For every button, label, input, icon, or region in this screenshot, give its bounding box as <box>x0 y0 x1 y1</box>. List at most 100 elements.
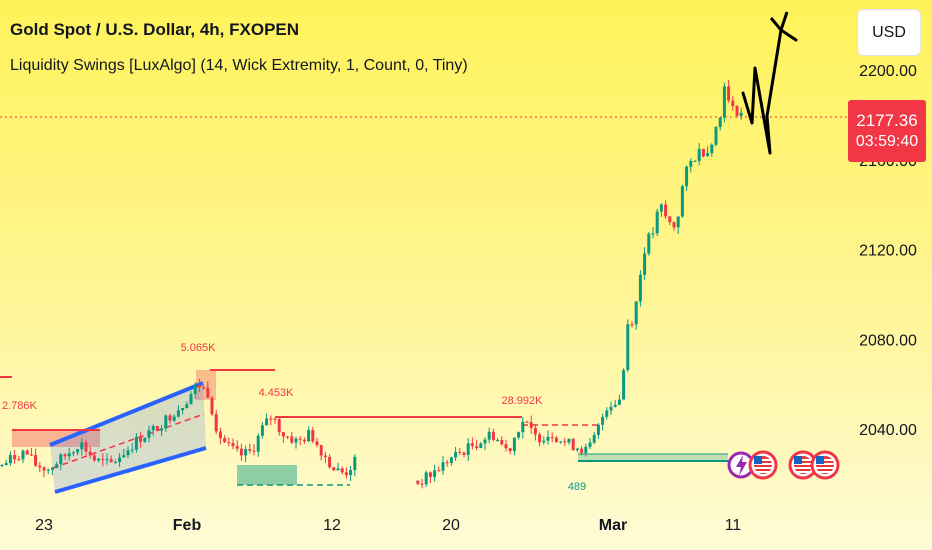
liquidity-count-label: 489 <box>568 481 586 493</box>
candle-body <box>151 425 155 431</box>
candle-body <box>71 452 75 454</box>
candle-body <box>231 443 235 447</box>
parallel-channel-fill <box>50 383 206 492</box>
candle-body <box>701 148 705 157</box>
candle-body <box>601 416 605 425</box>
channel-upper-line <box>49 381 204 447</box>
candle-body <box>50 467 54 470</box>
y-axis-tick: 2080.00 <box>859 332 917 349</box>
candle-body <box>202 387 206 389</box>
candle-body <box>584 446 588 454</box>
candle-body <box>592 434 596 443</box>
candle-body <box>672 222 676 228</box>
candle-body <box>130 449 134 451</box>
currency-button[interactable]: USD <box>857 9 921 56</box>
candle-body <box>538 434 542 443</box>
candle-body <box>294 438 298 443</box>
chart-title: Gold Spot / U.S. Dollar, 4h, FXOPEN <box>10 20 300 39</box>
candle-body <box>706 153 710 157</box>
candle-body <box>664 204 668 217</box>
candle-body <box>420 483 424 485</box>
candle-body <box>122 455 126 458</box>
flag-stripe <box>794 471 812 473</box>
candle-body <box>487 431 491 440</box>
candle-body <box>214 414 218 432</box>
candle-body <box>281 432 285 437</box>
candle-body <box>731 100 735 107</box>
candle-body <box>118 457 122 463</box>
candle-body <box>298 438 302 440</box>
last-price-tag: 2177.36 03:59:40 <box>848 100 926 162</box>
candle-body <box>315 441 319 446</box>
candle-body <box>445 462 449 464</box>
candle-body <box>332 467 336 471</box>
flag-stripe <box>794 463 812 465</box>
candle-body <box>462 452 466 455</box>
candle-body <box>252 450 256 452</box>
candle-body <box>483 439 487 444</box>
candle-body <box>218 431 222 439</box>
candle-body <box>651 233 655 235</box>
candle-body <box>143 437 147 442</box>
candle-body <box>34 455 38 466</box>
candle-body <box>88 451 92 456</box>
candle-body <box>302 439 306 442</box>
liquidity-zone-low <box>237 465 297 485</box>
candle-body <box>109 459 113 463</box>
candle-body <box>97 458 101 461</box>
candle-body <box>8 455 12 464</box>
liquidity-count-label: 28.992K <box>502 395 544 407</box>
candle-body <box>80 442 84 450</box>
candle-body <box>155 425 159 431</box>
candle-body <box>160 428 164 431</box>
candle-body <box>580 448 584 454</box>
x-axis-tick: 20 <box>442 517 460 534</box>
candle-body <box>470 443 474 447</box>
candle-body <box>525 421 529 423</box>
candle-body <box>38 465 42 468</box>
channel-lower-line <box>54 446 207 494</box>
candle-body <box>689 160 693 167</box>
candle-body <box>147 430 151 438</box>
candle-body <box>428 472 432 477</box>
candle-body <box>479 443 483 448</box>
x-axis-tick: 23 <box>35 517 53 534</box>
candle-body <box>727 86 731 101</box>
candle-body <box>42 467 46 471</box>
candle-body <box>626 324 630 371</box>
candle-body <box>307 430 311 442</box>
candle-body <box>475 446 479 448</box>
flag-stripe <box>754 467 772 469</box>
candle-body <box>59 454 63 465</box>
candle-body <box>718 117 722 128</box>
candle-body <box>92 455 96 461</box>
candle-body <box>605 410 609 417</box>
flag-canton <box>794 456 802 464</box>
candle-body <box>311 430 315 442</box>
candle-body <box>227 442 231 444</box>
candle-body <box>588 442 592 447</box>
candle-body <box>353 456 357 471</box>
candle-body <box>206 387 210 398</box>
candle-body <box>554 437 558 442</box>
x-axis-tick: 12 <box>323 517 341 534</box>
y-axis-tick: 2200.00 <box>859 63 917 80</box>
liquidity-count-label: 2.786K <box>2 400 38 412</box>
candle-body <box>659 204 663 212</box>
candle-body <box>542 440 546 443</box>
lightning-bolt-icon <box>736 455 747 476</box>
candle-body <box>596 424 600 435</box>
candle-body <box>336 468 340 471</box>
candle-body <box>265 418 269 426</box>
candle-body <box>4 463 8 465</box>
flag-stripe <box>754 471 772 473</box>
candle-body <box>46 469 50 471</box>
candle-body <box>613 404 617 407</box>
candle-body <box>17 459 21 461</box>
indicator-legend[interactable]: Liquidity Swings [LuxAlgo] (14, Wick Ext… <box>10 57 468 74</box>
candle-body <box>697 148 701 161</box>
candle-body <box>25 450 29 455</box>
candle-body <box>248 449 252 451</box>
candle-body <box>277 419 281 433</box>
